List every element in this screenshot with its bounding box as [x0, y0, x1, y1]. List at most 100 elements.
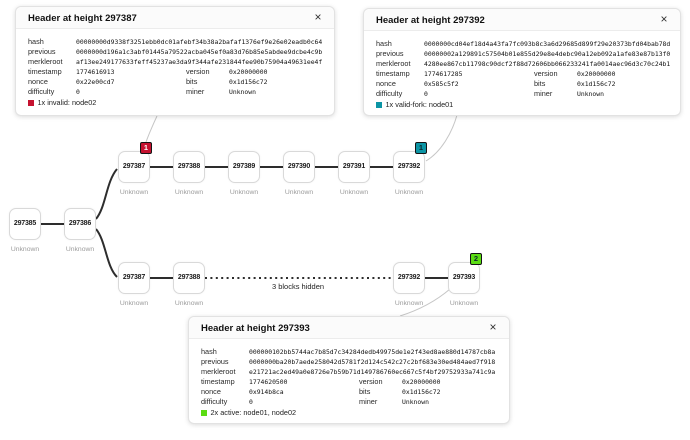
timestamp-value: 1774617285	[424, 69, 463, 78]
close-icon[interactable]: ×	[660, 12, 668, 26]
valid-fork-status-icon	[376, 102, 382, 108]
field-label: timestamp	[376, 69, 410, 78]
connector-panel2-block297392	[425, 114, 458, 162]
block-height: 297392	[397, 163, 421, 170]
invalid-status-icon	[28, 100, 34, 106]
node-status-text: 2x active: node01, node02	[210, 408, 297, 417]
field-label: miner	[186, 87, 205, 96]
previous-hash-value: 0000000ba20b7aede258042d5781f2d124c542c2…	[249, 357, 496, 366]
field-label: difficulty	[28, 87, 55, 96]
timestamp-value: 1774620500	[249, 377, 288, 386]
block-297386[interactable]: 297386 Unknown	[64, 208, 96, 253]
popup-header: Header at height 297387 ×	[16, 7, 334, 29]
block-height: 297387	[122, 274, 146, 281]
hash-value: 0000000cd04ef18d4a43fa7fc093b8c3a6d29685…	[424, 39, 671, 48]
block-status-label: Unknown	[284, 189, 314, 196]
field-label: bits	[359, 387, 371, 396]
block-297393[interactable]: 297393 Unknown 2	[448, 253, 482, 307]
block-status-label: Unknown	[339, 189, 369, 196]
block-297390[interactable]: 297390 Unknown	[283, 151, 315, 196]
bits-value: 0x1d156c72	[229, 77, 268, 86]
block-height: 297388	[177, 163, 201, 170]
field-label: miner	[359, 397, 378, 406]
previous-hash-value: 00000002a129891c57504b01e855d29e8e4debc9…	[424, 49, 671, 58]
connector-panel3-block297393	[399, 288, 451, 317]
field-label: bits	[534, 79, 546, 88]
active-badge[interactable]: 2	[470, 253, 482, 265]
bits-value: 0x1d156c72	[402, 387, 441, 396]
block-status-label: Unknown	[65, 246, 95, 253]
nonce-value: 0x585c5f2	[424, 79, 459, 88]
field-label: version	[534, 69, 558, 78]
block-status-label: Unknown	[174, 189, 204, 196]
block-status-label: Unknown	[119, 189, 149, 196]
popup-title: Header at height 297387	[28, 13, 137, 24]
merkleroot-value: af13ee249177633feff45237ae3da9f344afe231…	[76, 57, 323, 66]
block-height: 297385	[13, 220, 37, 227]
block-height: 297392	[397, 274, 421, 281]
field-label: hash	[28, 37, 44, 46]
popup-title: Header at height 297392	[376, 15, 485, 26]
merkleroot-value: e21721ac2ed49a0e8726e7b59b71d149786760ec…	[249, 367, 496, 376]
header-popup-297393: Header at height 297393 × hash 000000102b…	[188, 316, 510, 424]
field-label: previous	[376, 49, 404, 58]
hash-value: 000000102bb5744ac7b85d7c34284dedb49975de…	[249, 347, 496, 356]
field-label: nonce	[376, 79, 396, 88]
edge-branch-bottom	[95, 228, 118, 278]
field-label: nonce	[28, 77, 48, 86]
version-value: 0x20000000	[229, 67, 268, 76]
close-icon[interactable]: ×	[314, 10, 322, 24]
field-label: version	[359, 377, 383, 386]
block-297391[interactable]: 297391 Unknown	[338, 151, 370, 196]
block-297387-bottom-fork[interactable]: 297387 Unknown	[118, 262, 150, 307]
node-status-text: 1x valid-fork: node01	[385, 100, 454, 109]
edge-branch-top	[95, 168, 118, 220]
field-label: nonce	[201, 387, 221, 396]
block-297385[interactable]: 297385 Unknown	[9, 208, 41, 253]
field-label: difficulty	[201, 397, 228, 406]
miner-value: Unknown	[229, 87, 256, 96]
close-icon[interactable]: ×	[489, 320, 497, 334]
valid-fork-badge[interactable]: 1	[415, 142, 427, 154]
field-label: previous	[28, 47, 56, 56]
block-height: 297386	[68, 220, 92, 227]
block-status-label: Unknown	[394, 189, 424, 196]
block-297387-top-fork[interactable]: 297387 Unknown 1	[118, 142, 152, 196]
block-297392-bottom-fork[interactable]: 297392 Unknown	[393, 262, 425, 307]
block-297388-bottom-fork[interactable]: 297388 Unknown	[173, 262, 205, 307]
block-status-label: Unknown	[174, 300, 204, 307]
field-label: timestamp	[201, 377, 235, 386]
version-value: 0x20000000	[402, 377, 441, 386]
field-label: merkleroot	[28, 57, 63, 66]
hidden-blocks-label: 3 blocks hidden	[271, 282, 325, 291]
block-297392-top-fork[interactable]: 297392 Unknown 1	[393, 142, 427, 196]
field-label: timestamp	[28, 67, 62, 76]
previous-hash-value: 0000000d196a1c3abf01445a79522acba045ef0a…	[76, 47, 323, 56]
popup-header: Header at height 297392 ×	[364, 9, 680, 31]
block-height: 297388	[177, 274, 201, 281]
nonce-value: 0x22e00cd7	[76, 77, 115, 86]
block-297389[interactable]: 297389 Unknown	[228, 151, 260, 196]
node-status-text: 1x invalid: node02	[37, 98, 97, 107]
block-height: 297390	[287, 163, 311, 170]
merkleroot-value: 4280ee867cb11798c90dcf2f88d72606bb066233…	[424, 59, 671, 68]
block-status-label: Unknown	[229, 189, 259, 196]
field-label: merkleroot	[201, 367, 236, 376]
block-height: 297387	[122, 163, 146, 170]
header-popup-297387: Header at height 297387 × hash 00000000d9…	[15, 6, 335, 116]
bits-value: 0x1d156c72	[577, 79, 616, 88]
block-height: 297389	[232, 163, 256, 170]
field-label: miner	[534, 89, 553, 98]
active-status-icon	[201, 410, 207, 416]
block-297388-top-fork[interactable]: 297388 Unknown	[173, 151, 205, 196]
block-status-label: Unknown	[449, 300, 479, 307]
field-label: bits	[186, 77, 198, 86]
field-label: hash	[201, 347, 217, 356]
hash-value: 00000000d9338f3251ebb0dc01afebf34b38a2ba…	[76, 37, 323, 46]
field-label: merkleroot	[376, 59, 411, 68]
field-label: version	[186, 67, 210, 76]
invalid-badge[interactable]: 1	[140, 142, 152, 154]
miner-value: Unknown	[577, 89, 604, 98]
field-label: difficulty	[376, 89, 403, 98]
difficulty-value: 0	[424, 89, 428, 98]
